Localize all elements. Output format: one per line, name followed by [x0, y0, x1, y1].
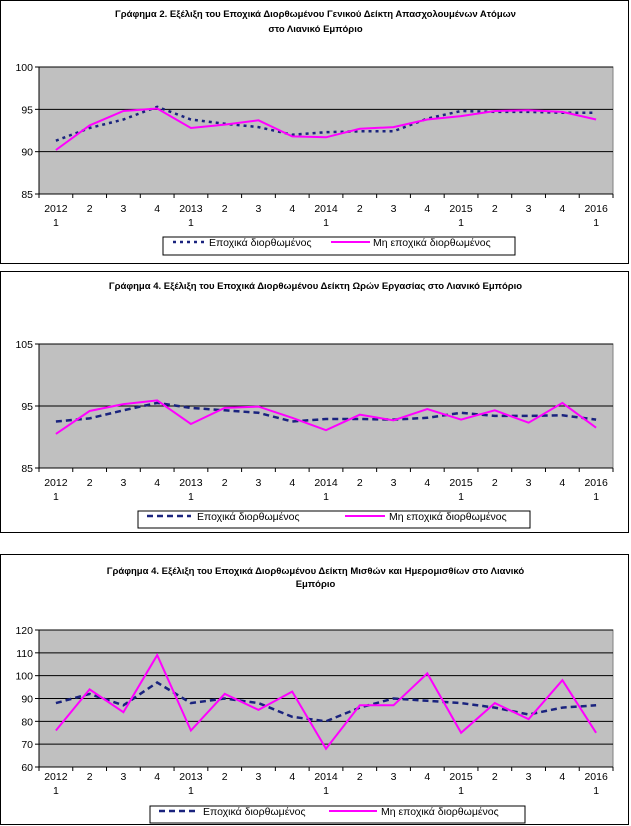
x-tick-label: 3 — [120, 771, 126, 783]
chart-work-hours: Γράφημα 4. Εξέλιξη του Εποχικά Διορθωμέν… — [1, 272, 630, 534]
chart-employment: Γράφημα 2. Εξέλιξη του Εποχικά Διορθωμέν… — [1, 1, 630, 265]
y-tick-label: 100 — [15, 671, 33, 683]
x-tick-label: 4 — [559, 477, 565, 489]
legend-label-unadjusted: Μη εποχικά διορθωμένος — [389, 511, 507, 523]
y-tick-label: 95 — [21, 104, 33, 116]
x-tick-label: 4 — [289, 771, 295, 783]
x-tick-label: 2016 — [584, 477, 608, 489]
x-tick-sublabel: 1 — [53, 491, 59, 503]
x-tick-label: 4 — [424, 477, 430, 489]
x-tick-sublabel: 1 — [593, 785, 599, 797]
chart-title-line: Γράφημα 2. Εξέλιξη του Εποχικά Διορθωμέν… — [115, 9, 516, 20]
x-tick-label: 2012 — [44, 203, 68, 215]
x-tick-label: 2016 — [584, 771, 608, 783]
x-tick-label: 4 — [424, 771, 430, 783]
x-tick-label: 2014 — [314, 203, 338, 215]
x-tick-label: 2 — [87, 771, 93, 783]
x-tick-label: 3 — [526, 477, 532, 489]
x-tick-label: 2015 — [449, 203, 473, 215]
x-tick-label: 3 — [391, 203, 397, 215]
x-tick-label: 2015 — [449, 771, 473, 783]
x-tick-label: 2 — [87, 477, 93, 489]
chart-title-line: στο Λιανικό Εμπόριο — [268, 24, 362, 35]
x-tick-label: 2 — [222, 771, 228, 783]
y-tick-label: 110 — [16, 648, 33, 660]
x-tick-sublabel: 1 — [458, 785, 464, 797]
x-tick-label: 2 — [492, 771, 498, 783]
x-tick-sublabel: 1 — [188, 217, 194, 229]
x-tick-sublabel: 1 — [323, 785, 329, 797]
x-tick-label: 4 — [559, 203, 565, 215]
x-tick-label: 2 — [357, 771, 363, 783]
x-tick-label: 2 — [492, 477, 498, 489]
x-tick-sublabel: 1 — [53, 217, 59, 229]
x-tick-label: 4 — [289, 203, 295, 215]
chart-title-line: Εμπόριο — [296, 579, 336, 590]
x-tick-label: 2016 — [584, 203, 608, 215]
x-tick-label: 2 — [222, 203, 228, 215]
x-tick-sublabel: 1 — [593, 491, 599, 503]
x-tick-label: 3 — [391, 477, 397, 489]
y-tick-label: 90 — [21, 694, 33, 706]
x-tick-sublabel: 1 — [323, 217, 329, 229]
y-tick-label: 95 — [21, 401, 33, 413]
x-tick-label: 2012 — [44, 771, 68, 783]
x-tick-label: 3 — [256, 203, 262, 215]
legend-label-unadjusted: Μη εποχικά διορθωμένος — [381, 806, 499, 818]
x-tick-label: 3 — [120, 203, 126, 215]
x-tick-label: 3 — [256, 477, 262, 489]
y-tick-label: 120 — [15, 625, 33, 637]
chart-panel-work-hours: Γράφημα 4. Εξέλιξη του Εποχικά Διορθωμέν… — [0, 271, 629, 533]
x-tick-label: 3 — [526, 771, 532, 783]
y-tick-label: 90 — [21, 147, 33, 159]
y-tick-label: 105 — [15, 339, 33, 351]
x-tick-label: 2 — [222, 477, 228, 489]
x-tick-label: 2 — [357, 477, 363, 489]
x-tick-label: 3 — [256, 771, 262, 783]
legend-label-adjusted: Εποχικά διορθωμένος — [203, 806, 306, 818]
y-tick-label: 60 — [21, 762, 33, 774]
x-tick-label: 2 — [87, 203, 93, 215]
x-tick-label: 3 — [391, 771, 397, 783]
x-tick-label: 4 — [154, 771, 160, 783]
legend-label-adjusted: Εποχικά διορθωμένος — [197, 511, 300, 523]
y-tick-label: 85 — [21, 463, 33, 475]
y-tick-label: 80 — [21, 716, 33, 728]
x-tick-label: 2013 — [179, 203, 203, 215]
x-tick-label: 2013 — [179, 771, 203, 783]
x-tick-label: 4 — [559, 771, 565, 783]
x-tick-sublabel: 1 — [458, 491, 464, 503]
x-tick-sublabel: 1 — [53, 785, 59, 797]
x-tick-sublabel: 1 — [188, 785, 194, 797]
chart-panel-wages: Γράφημα 4. Εξέλιξη του Εποχικά Διορθωμέν… — [0, 554, 629, 825]
x-tick-label: 2 — [357, 203, 363, 215]
legend-label-adjusted: Εποχικά διορθωμένος — [209, 237, 312, 249]
x-tick-label: 2014 — [314, 477, 338, 489]
chart-panel-employment: Γράφημα 2. Εξέλιξη του Εποχικά Διορθωμέν… — [0, 0, 629, 264]
x-tick-label: 2014 — [314, 771, 338, 783]
plot-area — [39, 67, 613, 194]
x-tick-label: 2013 — [179, 477, 203, 489]
x-tick-label: 4 — [424, 203, 430, 215]
x-tick-label: 3 — [120, 477, 126, 489]
legend-label-unadjusted: Μη εποχικά διορθωμένος — [373, 237, 491, 249]
x-tick-label: 4 — [154, 477, 160, 489]
x-tick-sublabel: 1 — [458, 217, 464, 229]
x-tick-sublabel: 1 — [323, 491, 329, 503]
x-tick-sublabel: 1 — [593, 217, 599, 229]
chart-wages: Γράφημα 4. Εξέλιξη του Εποχικά Διορθωμέν… — [1, 555, 630, 826]
y-tick-label: 100 — [15, 62, 33, 74]
x-tick-label: 4 — [154, 203, 160, 215]
x-tick-label: 2015 — [449, 477, 473, 489]
x-tick-sublabel: 1 — [188, 491, 194, 503]
x-tick-label: 4 — [289, 477, 295, 489]
x-tick-label: 2 — [492, 203, 498, 215]
y-tick-label: 70 — [21, 739, 33, 751]
chart-title-line: Γράφημα 4. Εξέλιξη του Εποχικά Διορθωμέν… — [109, 281, 522, 292]
chart-title-line: Γράφημα 4. Εξέλιξη του Εποχικά Διορθωμέν… — [107, 566, 525, 577]
x-tick-label: 3 — [526, 203, 532, 215]
y-tick-label: 85 — [21, 189, 33, 201]
x-tick-label: 2012 — [44, 477, 68, 489]
